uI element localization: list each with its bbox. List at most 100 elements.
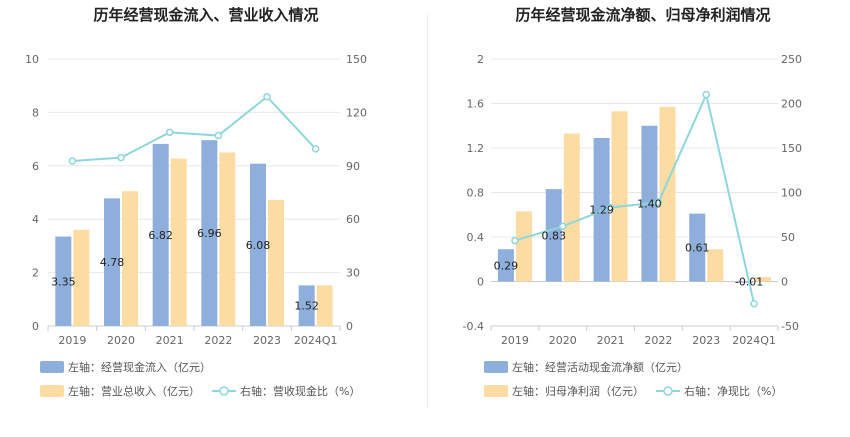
bar-secondary xyxy=(73,229,90,326)
bar-data-label: 3.35 xyxy=(51,275,76,288)
right-axis-tick-label: 0 xyxy=(781,276,788,289)
bar-secondary xyxy=(707,249,724,282)
right-axis-tick-label: 120 xyxy=(346,106,367,119)
line-point xyxy=(750,300,758,308)
legend-swatch xyxy=(484,385,508,397)
right-axis-tick-label: 150 xyxy=(346,53,367,66)
left-axis-tick-label: 2 xyxy=(32,267,39,280)
bar-data-label: 0.29 xyxy=(494,259,519,272)
left-axis-tick-label: 0 xyxy=(32,320,39,333)
bar-primary xyxy=(152,143,169,326)
left-axis-tick-label: 2 xyxy=(477,53,484,66)
line-point xyxy=(559,222,567,231)
right-axis-tick-label: 90 xyxy=(346,160,360,173)
left-axis-tick-label: 1.6 xyxy=(467,98,485,111)
bar-secondary xyxy=(515,211,532,282)
line-point xyxy=(311,145,320,153)
bar-secondary xyxy=(659,106,676,282)
left-axis-tick-label: 8 xyxy=(32,106,39,119)
bar-secondary xyxy=(122,191,138,326)
legend-label: 右轴：营收现金比（%） xyxy=(240,384,360,398)
bar-primary xyxy=(593,137,610,282)
bar-data-label: 4.78 xyxy=(100,256,125,269)
line-point xyxy=(511,236,519,245)
x-axis-tick-label: 2022 xyxy=(204,334,232,347)
legend-label: 右轴：净现比（%） xyxy=(684,384,782,398)
x-axis-tick-label: 2022 xyxy=(644,334,672,347)
left-axis-tick-label: 0.8 xyxy=(467,187,485,200)
series-line xyxy=(514,91,756,304)
left-axis-tick-label: 6 xyxy=(32,160,39,173)
bar-data-label: 6.08 xyxy=(246,239,271,252)
x-axis-tick-label: 2024Q1 xyxy=(294,334,338,347)
left-axis-tick-label: 10 xyxy=(25,53,39,66)
series-line xyxy=(72,95,317,162)
legend-line-marker xyxy=(219,386,229,396)
bar-secondary xyxy=(755,277,772,282)
legend-label: 左轴：经营活动现金流净额（亿元） xyxy=(512,360,688,374)
legend-swatch xyxy=(40,361,64,373)
line-point xyxy=(165,128,174,137)
x-axis-tick-label: 2020 xyxy=(107,334,135,347)
legend-swatch xyxy=(40,385,64,397)
x-axis-tick-label: 2019 xyxy=(58,334,86,347)
right-axis-tick-label: 250 xyxy=(781,53,802,66)
x-axis-tick-label: 2020 xyxy=(549,334,577,347)
line-point xyxy=(606,203,615,212)
legend-label: 左轴：归母净利润（亿元） xyxy=(512,384,644,398)
bar-secondary xyxy=(219,152,236,326)
left-axis-tick-label: -0.4 xyxy=(463,320,484,333)
right-axis-tick-label: 30 xyxy=(346,267,360,280)
chart-title: 历年经营现金流净额、归母净利润情况 xyxy=(515,6,770,24)
left-axis-tick-label: 0 xyxy=(477,276,484,289)
left-axis-tick-label: 0.4 xyxy=(467,231,485,244)
bar-data-label: -0.01 xyxy=(735,276,763,289)
bar-primary xyxy=(737,281,754,283)
bar-primary xyxy=(545,189,562,282)
panel-divider xyxy=(427,14,428,408)
left-axis-tick-label: 1.2 xyxy=(467,142,485,155)
line-point xyxy=(214,131,223,140)
legend-line-marker xyxy=(663,386,673,396)
bar-secondary xyxy=(268,199,284,326)
bar-data-label: 0.61 xyxy=(685,242,710,255)
right-axis-tick-label: 150 xyxy=(781,142,802,155)
x-axis-tick-label: 2021 xyxy=(156,334,184,347)
line-point xyxy=(702,90,710,99)
legend-label: 左轴：营业总收入（亿元） xyxy=(68,384,200,398)
right-axis-tick-label: 100 xyxy=(781,187,802,200)
line-point xyxy=(654,198,663,207)
bar-secondary xyxy=(563,133,580,282)
left-axis-tick-label: 4 xyxy=(32,213,39,226)
line-point xyxy=(263,92,271,101)
bar-data-label: 6.82 xyxy=(148,229,173,242)
bar-primary xyxy=(55,236,72,326)
bar-secondary xyxy=(611,111,628,282)
bar-secondary xyxy=(170,158,187,326)
bar-data-label: 1.52 xyxy=(294,300,319,313)
bar-primary xyxy=(201,140,218,326)
bar-primary xyxy=(497,249,514,282)
bar-primary xyxy=(250,163,266,326)
right-axis-tick-label: -50 xyxy=(781,320,799,333)
chart-title: 历年经营现金流入、营业收入情况 xyxy=(93,6,318,24)
bar-data-label: 6.96 xyxy=(197,227,222,240)
line-point xyxy=(68,157,77,165)
legend-label: 左轴：经营现金流入（亿元） xyxy=(68,360,211,374)
bar-primary xyxy=(298,285,315,326)
bar-data-label: 1.29 xyxy=(589,204,614,217)
legend-swatch xyxy=(484,361,508,373)
right-axis-tick-label: 200 xyxy=(781,98,802,111)
x-axis-tick-label: 2023 xyxy=(692,334,720,347)
x-axis-tick-label: 2023 xyxy=(253,334,281,347)
bar-data-label: 0.83 xyxy=(542,229,567,242)
right-axis-tick-label: 60 xyxy=(346,213,360,226)
line-point xyxy=(117,153,125,162)
x-axis-tick-label: 2021 xyxy=(597,334,625,347)
x-axis-tick-label: 2024Q1 xyxy=(732,334,776,347)
bar-secondary xyxy=(316,285,333,326)
x-axis-tick-label: 2019 xyxy=(501,334,529,347)
bar-data-label: 1.40 xyxy=(637,198,662,211)
